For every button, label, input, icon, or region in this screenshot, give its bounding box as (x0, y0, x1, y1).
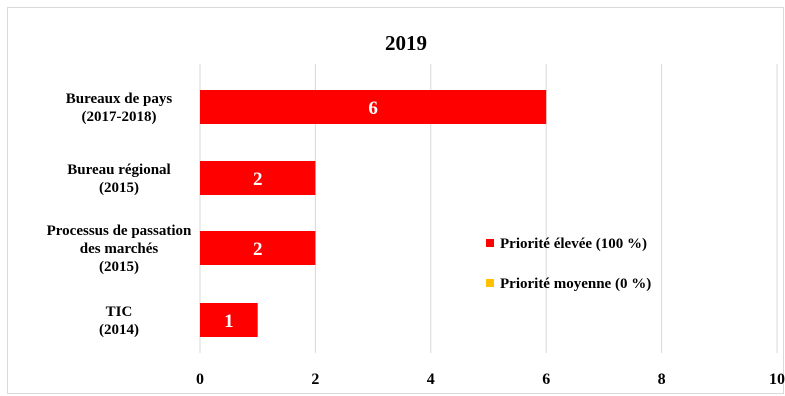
category-label: Processus de passation (47, 223, 192, 239)
category-label: (2015) (99, 180, 139, 196)
category-label: Bureau régional (67, 162, 170, 178)
x-tick-label: 4 (427, 371, 435, 388)
legend-label: Priorité élevée (100 %) (500, 236, 647, 252)
category-label: (2015) (99, 259, 139, 275)
x-tick-label: 0 (196, 371, 204, 388)
category-label: (2017-2018) (82, 109, 157, 125)
x-tick-label: 10 (769, 371, 785, 388)
category-labels: Bureaux de pays (2017-2018) Bureau régiona… (47, 91, 192, 338)
bar (200, 303, 258, 337)
bar (200, 90, 547, 124)
data-label: 2 (253, 239, 263, 260)
data-label: 6 (368, 98, 378, 119)
category-label: des marchés (80, 241, 159, 257)
bar (200, 231, 316, 265)
category-label: TIC (106, 304, 133, 320)
legend: Priorité élevée (100 %) Priorité moyenne … (486, 236, 651, 292)
x-tick-labels: 0 2 4 6 8 10 (196, 371, 785, 388)
bar (200, 161, 316, 195)
x-tick-label: 2 (311, 371, 319, 388)
x-tick-label: 8 (658, 371, 666, 388)
legend-swatch (486, 239, 494, 247)
data-label: 2 (253, 169, 263, 190)
legend-label: Priorité moyenne (0 %) (500, 276, 651, 292)
data-label: 1 (224, 311, 234, 332)
category-label: Bureaux de pays (66, 91, 173, 107)
category-label: (2014) (99, 322, 139, 338)
bars: 6 2 2 1 (200, 90, 547, 337)
chart-title: 2019 (385, 31, 427, 55)
x-tick-label: 6 (542, 371, 550, 388)
legend-swatch (486, 279, 494, 287)
